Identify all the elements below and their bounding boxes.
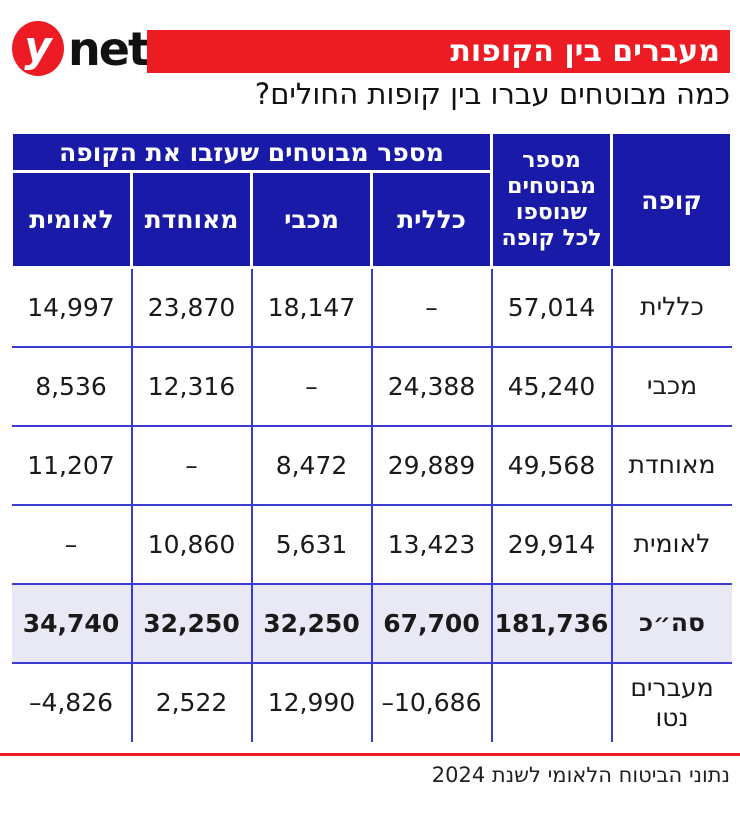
left-to-clalit-cell: 24,388 [370,345,492,426]
left-to-leumit-cell: 8,536 [11,345,132,426]
left-to-meuhedet-cell: 2,522 [130,661,252,742]
col-header-left-leumit: לאומית [10,170,133,269]
source-note: נתוני הביטוח הלאומי לשנת 2024 [431,763,730,787]
footer-divider [0,753,740,756]
left-to-leumit-cell: 14,997 [27,292,115,322]
title-banner: מעברים בין הקופות [147,30,730,73]
table-row-clalit: כללית 57,014 – 18,147 23,870 14,997 [12,267,732,347]
left-to-meuhedet-cell: 32,250 [130,582,252,663]
table-row-leumit: לאומית 29,914 13,423 5,631 10,860 – [11,503,732,584]
left-to-clalit-cell: –10,686 [370,661,492,742]
ynet-logo-net: net [68,21,150,76]
fund-name-cell: מעברים נטו [610,661,732,742]
ynet-logo: y net [12,21,150,76]
ynet-logo-circle-icon: y [12,21,64,76]
table-row-net-transfers: מעברים נטו –10,686 12,990 2,522 –4,826 [11,661,732,742]
fund-name-cell: סה״כ [610,582,732,663]
added-count-cell: 57,014 [490,267,612,347]
col-header-left-meuhedet: מאוחדת [130,170,253,269]
left-to-maccabi-cell: – [250,345,372,426]
table-row-maccabi: מכבי 45,240 24,388 – 12,316 8,536 [11,345,732,426]
added-count-cell [490,661,612,742]
added-count-cell: 181,736 [490,582,612,663]
left-to-maccabi-cell: 12,990 [250,661,372,742]
table-row-total: סה״כ 181,736 67,700 32,250 32,250 34,740 [11,582,732,663]
col-header-left-clalit: כללית [370,170,493,269]
col-header-added: מספר מבוטחים שנוספו לכל קופה [490,131,613,269]
page-title: מעברים בין הקופות [450,34,720,69]
table-header: קופה מספר מבוטחים שנוספו לכל קופה מספר מ… [10,131,733,269]
left-to-maccabi-cell: 8,472 [250,424,372,505]
page-subtitle: כמה מבוטחים עברו בין קופות החולים? [254,77,730,111]
table-row-meuhedet: מאוחדת 49,568 29,889 8,472 – 11,207 [11,424,732,505]
fund-name-cell: מכבי [610,345,732,426]
left-to-meuhedet-cell: 23,870 [130,267,252,347]
left-to-meuhedet-cell: – [130,424,252,505]
left-to-meuhedet-cell: 12,316 [130,345,252,426]
col-header-left-group: מספר מבוטחים שעזבו את הקופה [10,131,493,173]
left-to-leumit-cell: –4,826 [11,661,132,742]
left-to-leumit-cell: 11,207 [11,424,132,505]
fund-name-cell: לאומית [610,503,732,584]
added-count-cell: 45,240 [490,345,612,426]
transfers-table: קופה מספר מבוטחים שנוספו לכל קופה מספר מ… [10,131,733,742]
fund-name-cell: כללית [610,267,732,347]
added-count-cell: 29,914 [490,503,612,584]
added-count-cell: 49,568 [490,424,612,505]
left-to-clalit-cell: 29,889 [370,424,492,505]
left-to-maccabi-cell: 5,631 [250,503,372,584]
left-to-leumit-cell: 34,740 [11,582,132,663]
col-header-fund: קופה [610,131,733,269]
left-to-clalit-cell: 67,700 [370,582,492,663]
left-to-leumit-cell: – [11,503,132,584]
fund-name-cell: מאוחדת [610,424,732,505]
left-to-clalit-cell: – [370,267,492,347]
left-to-meuhedet-cell: 10,860 [130,503,252,584]
col-header-left-maccabi: מכבי [250,170,373,269]
left-to-maccabi-cell: 18,147 [250,267,372,347]
left-to-maccabi-cell: 32,250 [250,582,372,663]
left-to-clalit-cell: 13,423 [370,503,492,584]
ynet-logo-y: y [24,21,52,71]
